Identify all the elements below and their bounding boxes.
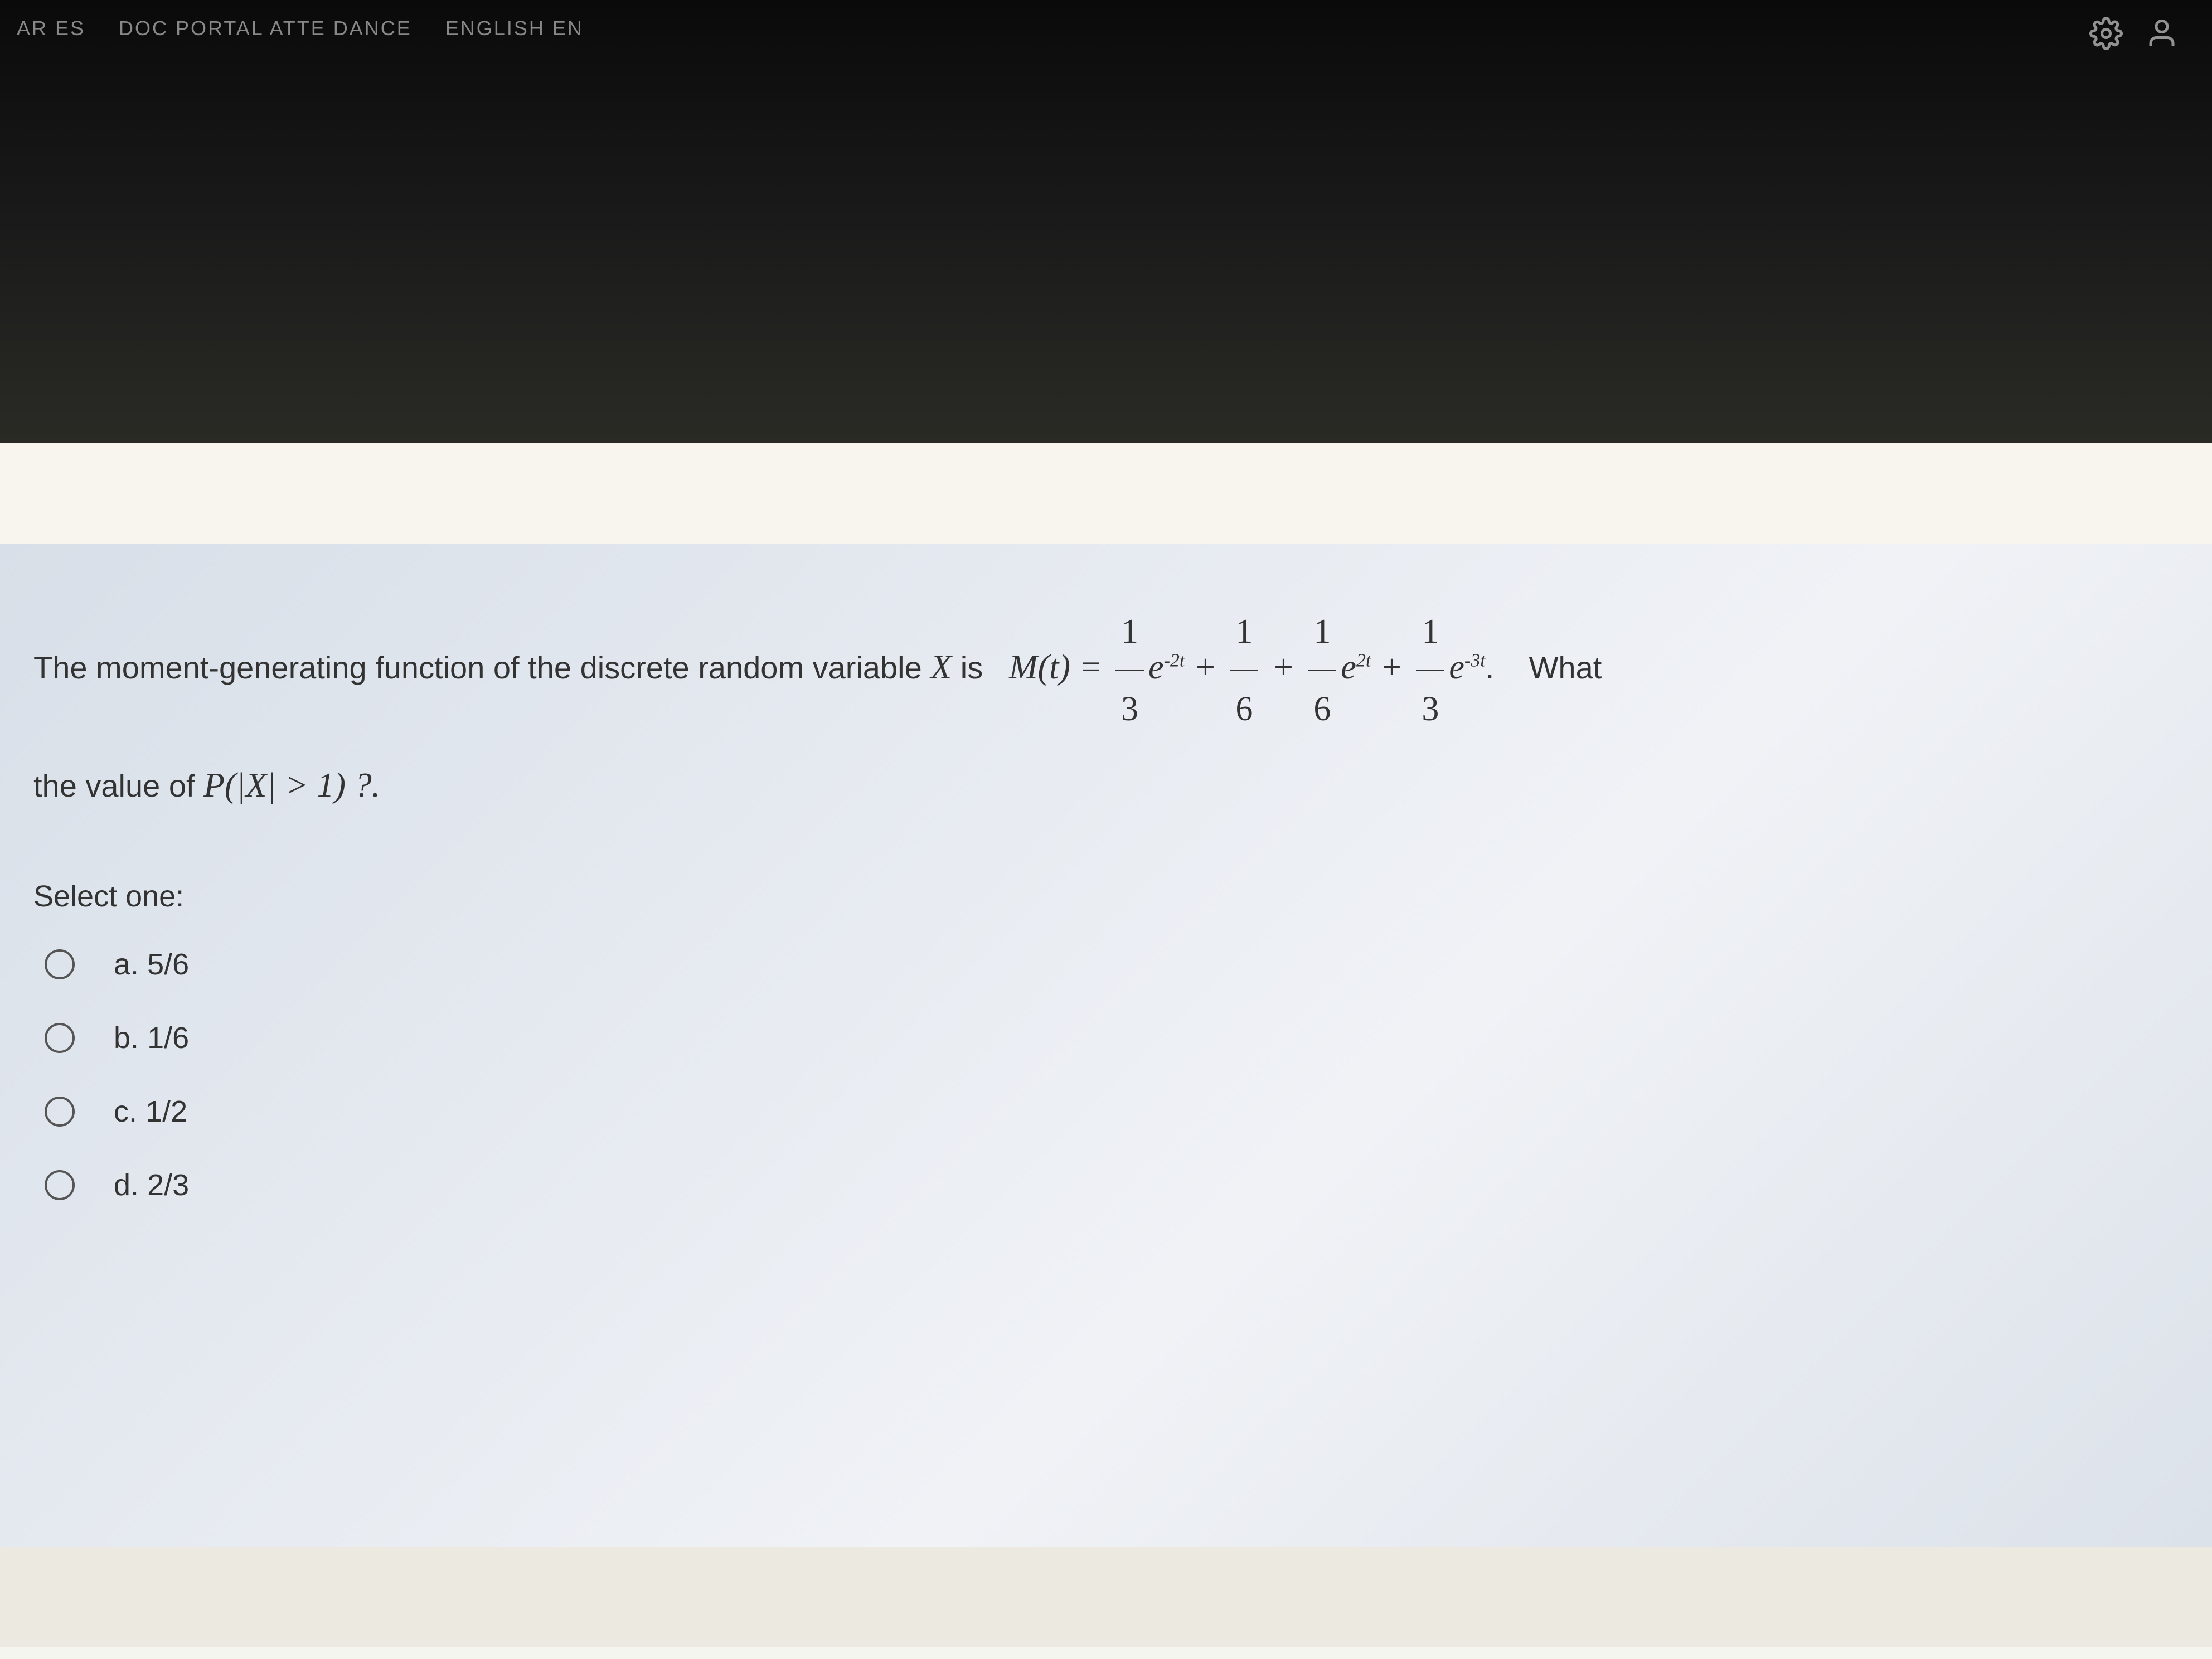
option-a[interactable]: a. 5/6 bbox=[45, 947, 2179, 982]
question-text: The moment-generating function of the di… bbox=[33, 594, 2179, 823]
plus-2: + bbox=[1380, 648, 1403, 686]
top-bar-links: AR ES DOC PORTAL ATTE DANCE ENGLISH EN bbox=[17, 17, 584, 40]
term-3: 13e-3t bbox=[1411, 648, 1485, 686]
question-var: X bbox=[930, 648, 952, 686]
user-icon[interactable] bbox=[2145, 17, 2179, 53]
option-b[interactable]: b. 1/6 bbox=[45, 1021, 2179, 1055]
question-eq: = bbox=[1079, 648, 1103, 686]
topbar-link-2[interactable]: ENGLISH EN bbox=[445, 17, 584, 40]
gear-icon[interactable] bbox=[2089, 17, 2123, 53]
question-is: is bbox=[961, 650, 983, 685]
term-0: 13e-2t bbox=[1111, 648, 1185, 686]
question-what: What bbox=[1529, 650, 1602, 685]
period: . bbox=[1486, 650, 1495, 685]
term-2: 16e2t bbox=[1303, 648, 1371, 686]
radio-d[interactable] bbox=[45, 1170, 75, 1200]
option-d[interactable]: d. 2/3 bbox=[45, 1168, 2179, 1202]
question-intro: The moment-generating function of the di… bbox=[33, 650, 922, 685]
options-list: a. 5/6 b. 1/6 c. 1/2 d. 2/3 bbox=[45, 947, 2179, 1202]
option-b-text: b. 1/6 bbox=[114, 1021, 189, 1055]
question-func: M(t) bbox=[1009, 648, 1070, 686]
radio-a[interactable] bbox=[45, 949, 75, 979]
question-line2: the value of bbox=[33, 768, 195, 803]
plus-1: + bbox=[1272, 648, 1295, 686]
white-band bbox=[0, 443, 2212, 544]
topbar-icons bbox=[2089, 17, 2179, 53]
option-d-text: d. 2/3 bbox=[114, 1168, 189, 1202]
bottom-band bbox=[0, 1547, 2212, 1647]
option-c[interactable]: c. 1/2 bbox=[45, 1094, 2179, 1129]
question-prob: P(|X| > 1) ?. bbox=[203, 767, 380, 804]
select-label: Select one: bbox=[33, 879, 2179, 914]
top-bar: AR ES DOC PORTAL ATTE DANCE ENGLISH EN bbox=[0, 0, 2212, 443]
term-1: 16 bbox=[1225, 648, 1263, 686]
radio-c[interactable] bbox=[45, 1097, 75, 1127]
plus-0: + bbox=[1194, 648, 1217, 686]
topbar-link-0[interactable]: AR ES bbox=[17, 17, 85, 40]
radio-b[interactable] bbox=[45, 1023, 75, 1053]
question-area: The moment-generating function of the di… bbox=[0, 544, 2212, 1547]
topbar-link-1[interactable]: DOC PORTAL ATTE DANCE bbox=[119, 17, 412, 40]
option-a-text: a. 5/6 bbox=[114, 947, 189, 982]
option-c-text: c. 1/2 bbox=[114, 1094, 187, 1129]
